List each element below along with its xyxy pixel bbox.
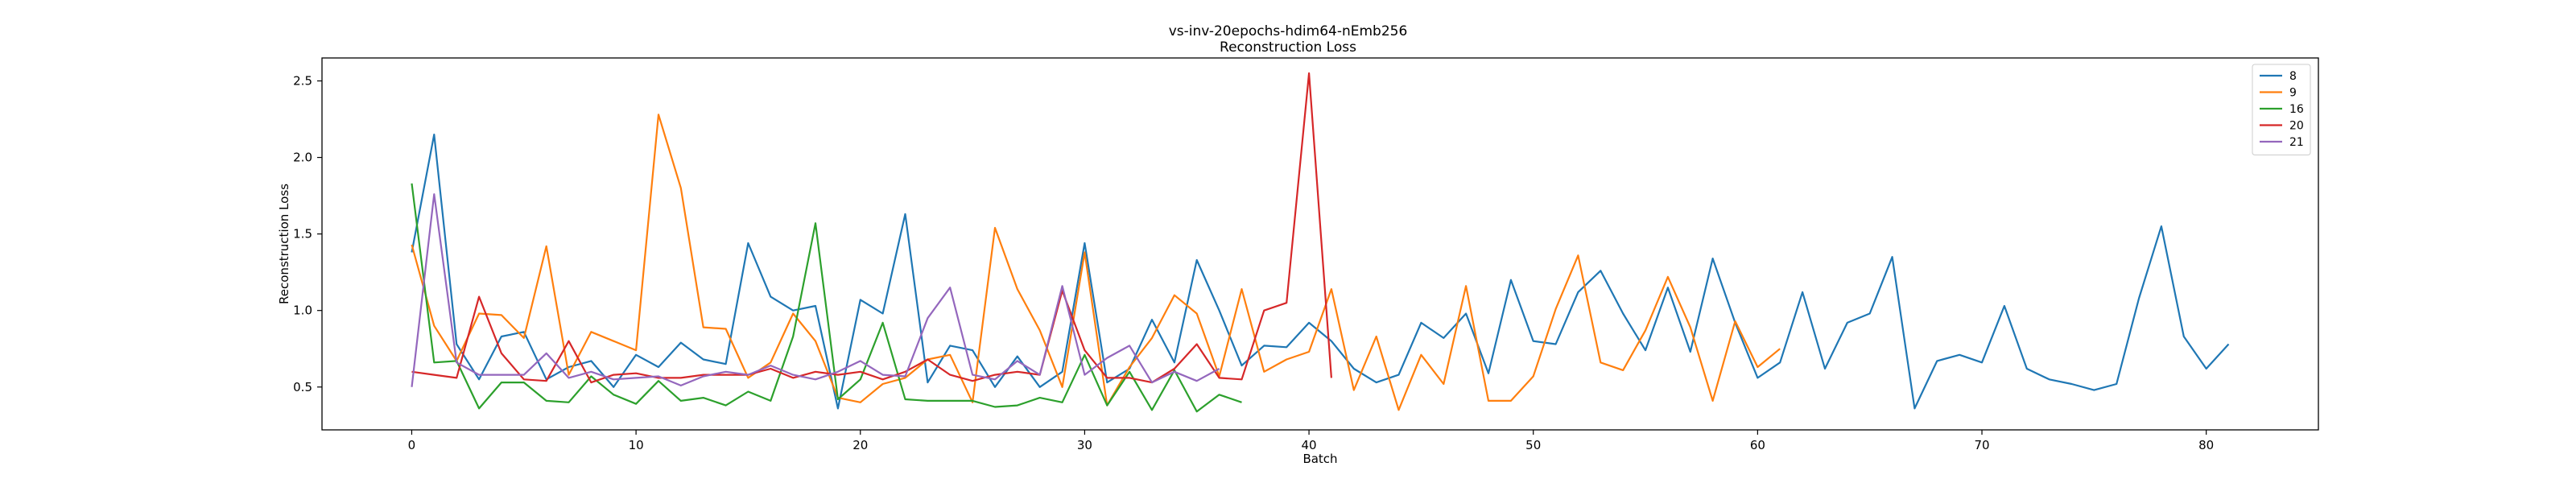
x-tick-label: 80 <box>2198 438 2214 452</box>
y-tick-label: 2.5 <box>293 74 312 89</box>
x-axis-ticks: 0 10 20 30 40 50 60 70 80 <box>408 430 2214 452</box>
plot-frame <box>321 57 2319 431</box>
x-tick-label: 20 <box>852 438 868 452</box>
y-tick-label: 1.0 <box>293 303 312 318</box>
y-tick-label: 2.0 <box>293 151 312 165</box>
x-tick-label: 60 <box>1750 438 1765 452</box>
legend-label-9: 9 <box>2289 87 2297 100</box>
series-line-16 <box>411 183 1242 413</box>
legend-label-8: 8 <box>2289 70 2297 83</box>
y-tick-label: 1.5 <box>293 227 312 242</box>
series-line-20 <box>411 72 1332 384</box>
chart-subtitle: Reconstruction Loss <box>1220 39 1356 56</box>
x-tick-label: 0 <box>408 438 416 452</box>
series-lines <box>411 72 2230 413</box>
legend-label-16: 16 <box>2289 103 2304 116</box>
legend: 8 9 16 20 21 <box>2252 64 2311 155</box>
x-tick-label: 30 <box>1077 438 1092 452</box>
legend-label-20: 20 <box>2289 120 2304 133</box>
x-tick-label: 50 <box>1525 438 1541 452</box>
legend-box <box>2252 64 2311 155</box>
y-tick-label: 0.5 <box>293 380 312 394</box>
series-line-9 <box>411 114 1781 411</box>
y-axis-label: Reconstruction Loss <box>277 184 291 304</box>
legend-label-21: 21 <box>2289 136 2304 149</box>
series-line-21 <box>411 193 1220 387</box>
chart-title: vs-inv-20epochs-hdim64-nEmb256 <box>1169 23 1408 39</box>
x-axis-label: Batch <box>1302 452 1337 466</box>
y-axis-ticks: 0.5 1.0 1.5 2.0 2.5 <box>293 74 322 394</box>
x-tick-label: 70 <box>1974 438 1989 452</box>
x-tick-label: 40 <box>1302 438 1317 452</box>
x-tick-label: 10 <box>629 438 644 452</box>
series-line-8 <box>411 134 2230 410</box>
